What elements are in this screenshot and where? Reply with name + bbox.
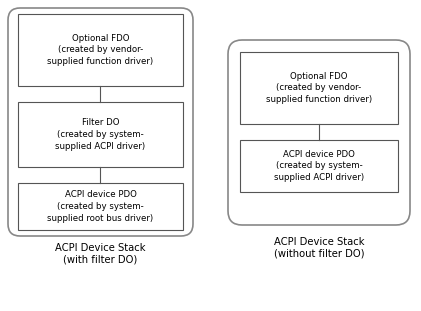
Bar (240, 52, 398, 124)
Text: (without filter DO): (without filter DO) (274, 249, 364, 259)
Text: ACPI Device Stack: ACPI Device Stack (274, 237, 364, 247)
Text: Optional FDO
(created by vendor-
supplied function driver): Optional FDO (created by vendor- supplie… (48, 34, 154, 66)
Bar (18, 14, 183, 86)
Text: Optional FDO
(created by vendor-
supplied function driver): Optional FDO (created by vendor- supplie… (266, 72, 372, 104)
Text: Filter DO
(created by system-
supplied ACPI driver): Filter DO (created by system- supplied A… (56, 118, 146, 151)
Bar (18, 183, 183, 230)
FancyBboxPatch shape (8, 8, 193, 236)
Bar (240, 140, 398, 192)
Text: ACPI device PDO
(created by system-
supplied ACPI driver): ACPI device PDO (created by system- supp… (274, 150, 364, 182)
Text: ACPI Device Stack: ACPI Device Stack (55, 243, 145, 253)
Bar (18, 102, 183, 167)
Text: (with filter DO): (with filter DO) (63, 255, 137, 265)
Text: ACPI device PDO
(created by system-
supplied root bus driver): ACPI device PDO (created by system- supp… (48, 190, 154, 223)
FancyBboxPatch shape (228, 40, 410, 225)
